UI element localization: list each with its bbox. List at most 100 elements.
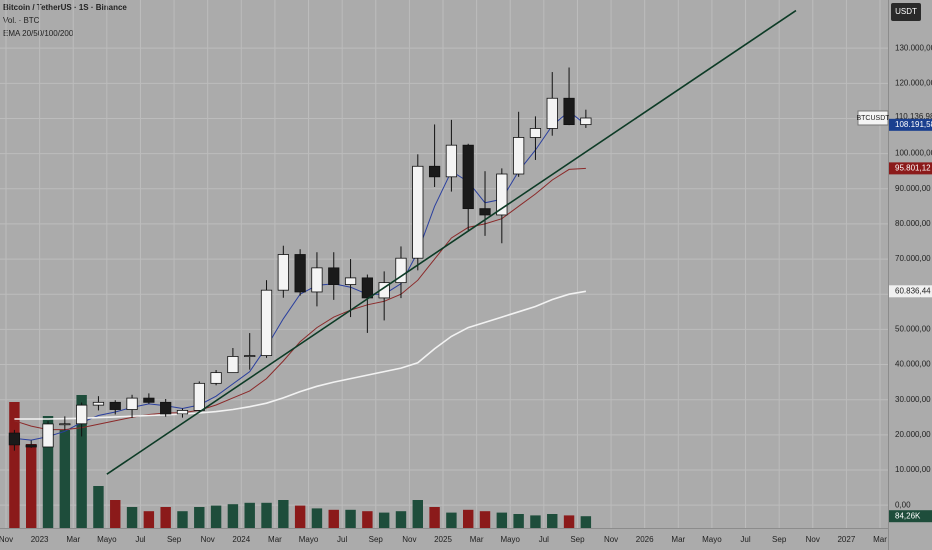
ema-value-label: 108.191,58 xyxy=(895,120,932,129)
indicator-label: Vol. · BTC xyxy=(3,16,40,25)
x-tick-label: 2023 xyxy=(31,535,49,544)
currency-box[interactable] xyxy=(891,3,921,21)
x-tick-label: Sep xyxy=(167,535,182,544)
y-tick-label: 120.000,00 xyxy=(895,78,932,87)
x-tick-label: Mayo xyxy=(702,535,722,544)
volume-bar xyxy=(362,511,373,528)
y-tick-label: 40.000,00 xyxy=(895,360,931,369)
candle-body xyxy=(563,97,575,126)
candle-body xyxy=(92,401,105,406)
x-tick-label: Mar xyxy=(671,535,685,544)
ema-value-label: 95.801,12 xyxy=(895,163,931,172)
ema-value-label: 60.836,44 xyxy=(895,286,931,295)
candle-body xyxy=(126,397,138,410)
candle-body xyxy=(445,144,458,178)
candle-body xyxy=(513,137,525,175)
volume-bar xyxy=(580,516,592,528)
volume-bar xyxy=(294,505,306,528)
x-tick-label: 2025 xyxy=(434,535,452,544)
x-tick-label: Jul xyxy=(135,535,145,544)
volume-bar xyxy=(244,502,255,528)
volume-bar xyxy=(446,512,457,528)
x-tick-label: Mar xyxy=(66,535,80,544)
volume-bar xyxy=(160,507,171,528)
volume-bar xyxy=(479,511,491,528)
x-tick-label: 2024 xyxy=(232,535,250,544)
candle-body xyxy=(210,372,222,384)
x-tick-label: Mayo xyxy=(500,535,520,544)
volume-value-label: 84,26K xyxy=(895,511,921,520)
x-tick-label: Jul xyxy=(539,535,549,544)
candle-body xyxy=(328,267,340,285)
volume-bar xyxy=(110,500,121,528)
y-tick-label: 50.000,00 xyxy=(895,324,931,333)
volume-bar xyxy=(345,509,356,528)
y-tick-label: 10.000,00 xyxy=(895,465,931,474)
volume-bar xyxy=(496,512,508,528)
x-tick-label: Mayo xyxy=(299,535,319,544)
candle-body xyxy=(294,254,306,293)
y-tick-label: 0,00 xyxy=(895,500,911,509)
volume-bar xyxy=(463,509,474,528)
volume-bar xyxy=(513,514,524,528)
y-tick-label: 20.000,00 xyxy=(895,430,931,439)
candle-body xyxy=(496,173,508,216)
volume-bar xyxy=(42,416,54,528)
volume-bar xyxy=(93,486,104,528)
x-tick-label: Jul xyxy=(337,535,347,544)
volume-bar xyxy=(328,509,339,528)
y-tick-label: 130.000,00 xyxy=(895,43,932,52)
volume-bar xyxy=(194,507,205,528)
candle-body xyxy=(260,289,273,356)
ema-value-box xyxy=(889,162,932,175)
y-tick-label: 70.000,00 xyxy=(895,254,931,263)
currency[interactable]: USDT xyxy=(895,7,917,16)
x-tick-label: 2026 xyxy=(636,535,654,544)
chart-title: Bitcoin / TetherUS · 1S · Binance xyxy=(3,3,127,12)
volume-bar xyxy=(126,507,138,528)
x-tick-label: 2027 xyxy=(837,535,855,544)
volume-value-box xyxy=(889,510,932,523)
volume-bar xyxy=(395,511,407,528)
candle-body xyxy=(25,444,37,448)
x-tick-label: Nov xyxy=(0,535,13,544)
price-label: 110.136,98 xyxy=(895,112,932,121)
candle-body xyxy=(462,144,474,210)
volume-bar xyxy=(547,514,558,528)
y-tick-label: 80.000,00 xyxy=(895,219,931,228)
volume-bar xyxy=(227,504,239,528)
candle-body xyxy=(143,397,155,403)
ema-value-box xyxy=(889,285,932,298)
y-tick-label: 100.000,00 xyxy=(895,149,932,158)
candle-body xyxy=(428,165,441,178)
volume-bar xyxy=(210,505,222,528)
candle-body xyxy=(277,254,289,291)
candle-body xyxy=(193,382,205,411)
volume-bar xyxy=(26,444,37,528)
volume-bar xyxy=(412,500,423,528)
candle-body xyxy=(109,401,121,410)
candle-body xyxy=(8,432,21,446)
x-tick-label: Mayo xyxy=(97,535,117,544)
volume-bar xyxy=(563,515,575,528)
candle-body xyxy=(76,404,88,425)
volume-bar xyxy=(311,508,323,528)
volume-bar xyxy=(261,502,272,528)
y-tick-label: 90.000,00 xyxy=(895,184,931,193)
trendline xyxy=(106,9,797,475)
candle-body xyxy=(546,97,558,129)
ema-line xyxy=(14,290,587,420)
volume-bar xyxy=(278,500,289,528)
volume-bar xyxy=(177,511,188,528)
volume-bar xyxy=(429,507,440,528)
candle-body xyxy=(395,257,407,284)
ema-value-box xyxy=(889,118,932,131)
candle-body xyxy=(580,117,592,126)
x-tick-label: Nov xyxy=(806,535,820,544)
x-tick-label: Jul xyxy=(740,535,750,544)
x-tick-label: Nov xyxy=(402,535,416,544)
candle-body xyxy=(59,423,71,426)
